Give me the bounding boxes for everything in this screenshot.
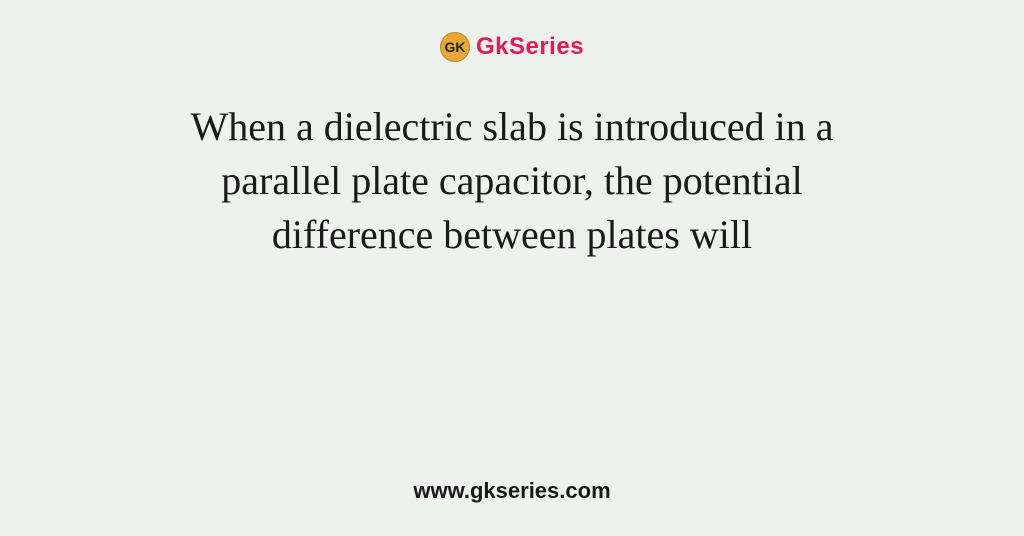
logo-brand-part1: Gk [476, 33, 509, 60]
logo-container: GK GkSeries [440, 32, 584, 62]
logo-badge: GK [440, 32, 470, 62]
logo-brand-part2: Series [509, 33, 584, 60]
logo-text: GkSeries [476, 33, 584, 61]
footer-url: www.gkseries.com [413, 478, 610, 504]
logo-badge-text: GK [444, 39, 465, 55]
question-text: When a dielectric slab is introduced in … [152, 100, 872, 262]
